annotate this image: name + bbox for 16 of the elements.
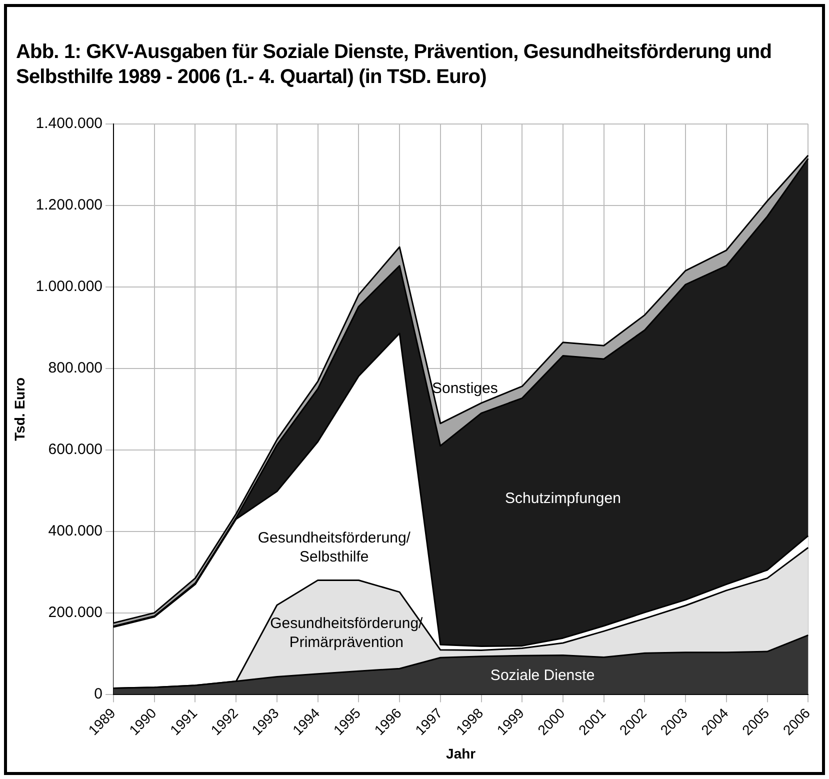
y-tick-label: 1.400.000	[36, 115, 103, 132]
series-label: Soziale Dienste	[490, 667, 595, 684]
series-label: Sonstiges	[432, 380, 498, 397]
x-axis-title: Jahr	[446, 745, 476, 762]
chart-title: Abb. 1: GKV-Ausgaben für Soziale Dienste, Prävention, Gesundheitsförderung und Selbsthilfe 1989 - 2006 (1.- 4. Quartal) (in TSD. Euro)	[16, 40, 773, 90]
y-tick-label: 800.000	[48, 360, 103, 377]
y-tick-label: 400.000	[48, 522, 103, 540]
y-tick-label: 200.000	[48, 604, 103, 621]
series-label: Gesundheitsförderung/Primärprävention	[270, 614, 424, 651]
y-axis-title: Tsd. Euro	[11, 377, 28, 441]
y-tick-label: 0	[94, 685, 103, 702]
y-tick-label: 600.000	[48, 441, 103, 458]
y-tick-label: 1.000.000	[36, 278, 103, 296]
y-tick-label: 1.200.000	[36, 196, 103, 214]
series-label: Schutzimpfungen	[505, 490, 621, 507]
series-label: Gesundheitsförderung/Selbsthilfe	[258, 529, 412, 566]
